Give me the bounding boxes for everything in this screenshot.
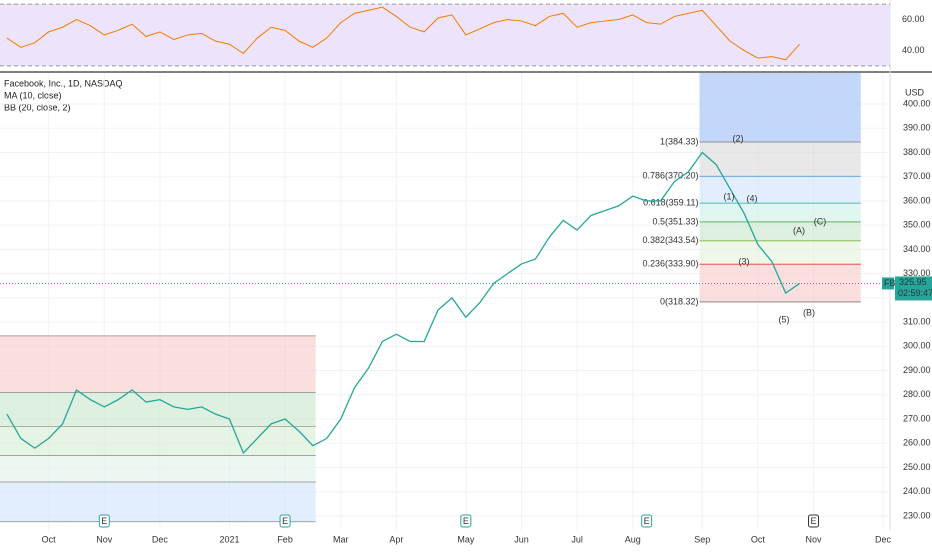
y-tick-label: 230.00: [903, 510, 931, 520]
earnings-badge: [460, 514, 472, 528]
y-tick-label: 260.00: [903, 438, 931, 448]
x-tick-label: Aug: [625, 534, 641, 544]
y-tick-label: 390.00: [903, 123, 931, 133]
fib-label: 0.382(343.54): [642, 235, 698, 245]
x-tick-label: Jul: [571, 534, 583, 544]
earnings-badge: [808, 514, 820, 528]
price-tag: [895, 276, 932, 301]
y-tick-label: 360.00: [903, 195, 931, 205]
y-tick-label: 240.00: [903, 486, 931, 496]
indicator: MA (10, close): [4, 90, 62, 100]
y-tick-label: 300.00: [903, 341, 931, 351]
earnings-badge: [98, 514, 110, 528]
earnings-label: E: [644, 516, 650, 526]
symbol-tag: [882, 277, 894, 290]
currency: USD: [905, 87, 925, 97]
x-tick-label: Nov: [806, 534, 823, 544]
y-tick-label: 310.00: [903, 316, 931, 326]
x-tick-label: Oct: [751, 534, 766, 544]
y-tick-label: 350.00: [903, 220, 931, 230]
x-tick-label: Nov: [96, 534, 113, 544]
fib-top-zone: [699, 73, 861, 142]
fib-label: 0.236(333.90): [642, 259, 698, 269]
y-tick-label: 380.00: [903, 147, 931, 157]
fib-zone: [699, 141, 861, 177]
y-tick-label: 400.00: [903, 98, 931, 108]
x-tick-label: Dec: [152, 534, 169, 544]
countdown-label: 02:59:47: [898, 288, 932, 298]
price-tag-label: 325.95: [899, 277, 927, 287]
wave-label: (4): [747, 193, 758, 203]
earnings-label: E: [811, 516, 817, 526]
x-tick-label: Jun: [514, 534, 529, 544]
fib-zone: [699, 203, 861, 222]
y-tick-label: 270.00: [903, 413, 931, 423]
wave-label: (5): [779, 314, 790, 324]
y-tick-label: 280.00: [903, 389, 931, 399]
y-tick-label: 340.00: [903, 244, 931, 254]
price-line: [6, 151, 800, 455]
rsi-band: [0, 4, 890, 66]
fib-zone: [699, 221, 861, 241]
wave-label: (3): [739, 256, 750, 266]
wave-label: (A): [793, 225, 805, 235]
earnings-badge: [641, 514, 653, 528]
earnings-label: E: [282, 516, 288, 526]
symbol-tag-label: FB: [884, 278, 896, 288]
y-tick-label: 290.00: [903, 365, 931, 375]
earnings-label: E: [101, 516, 107, 526]
fib-zone: [0, 335, 316, 393]
x-tick-label: Feb: [277, 534, 293, 544]
indicator: BB (20, close, 2): [4, 102, 71, 112]
earnings-badge: [279, 514, 291, 528]
fib-zone: [0, 392, 316, 427]
fib-zone: [699, 240, 861, 265]
fib-label: 0(318.32): [660, 296, 699, 306]
x-tick-label: Apr: [389, 534, 403, 544]
x-tick-label: May: [457, 534, 475, 544]
chart-title: Facebook, Inc., 1D, NASDAQ: [4, 78, 123, 88]
x-tick-label: Mar: [333, 534, 349, 544]
rsi-line: [6, 6, 800, 61]
fib-zone: [0, 426, 316, 456]
y-tick-label: 370.00: [903, 171, 931, 181]
x-tick-label: Oct: [42, 534, 57, 544]
y-tick-label: 330.00: [903, 268, 931, 278]
fib-label: 1(384.33): [660, 136, 699, 146]
y-tick-label: 250.00: [903, 462, 931, 472]
rsi-tick-label: 60.00: [902, 14, 925, 24]
wave-label: (B): [803, 307, 815, 317]
fib-label: 0.786(370.20): [642, 171, 698, 181]
wave-label: (2): [733, 133, 744, 143]
fib-label: 0.618(359.11): [643, 197, 698, 207]
x-tick-label: 2021: [219, 534, 239, 544]
x-tick-label: Sep: [694, 534, 710, 544]
fib-zone: [0, 482, 316, 522]
wave-label: (1): [724, 191, 735, 201]
fib-zone: [699, 176, 861, 204]
wave-label: (C): [814, 216, 827, 226]
fib-label: 0.5(351.33): [652, 216, 698, 226]
earnings-label: E: [463, 516, 469, 526]
fib-zone: [0, 455, 316, 483]
x-tick-label: Dec: [875, 534, 892, 544]
rsi-tick-label: 40.00: [902, 45, 925, 55]
